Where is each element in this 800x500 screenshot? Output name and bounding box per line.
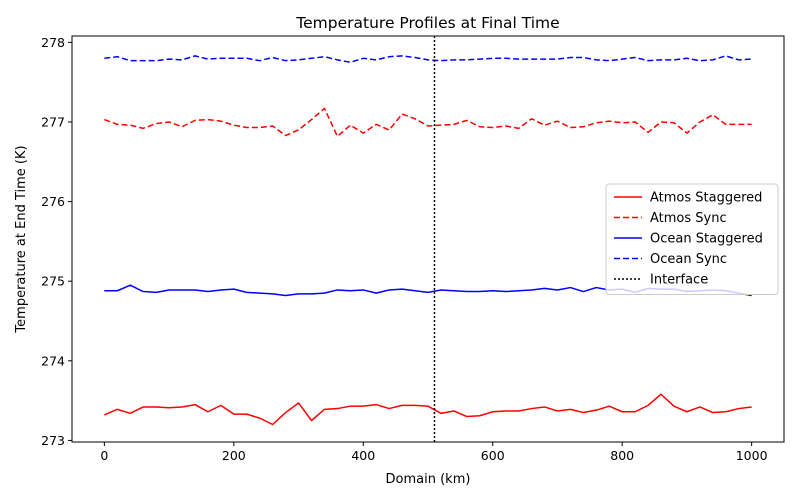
legend: Atmos Staggered Atmos Sync Ocean Staggered…	[605, 183, 779, 295]
y-tick-label: 276	[41, 194, 65, 209]
y-tick-label: 275	[41, 274, 65, 289]
legend-label: Atmos Staggered	[650, 191, 762, 206]
legend-label: Atmos Sync	[650, 211, 727, 226]
legend-label: Ocean Sync	[650, 252, 727, 267]
legend-label: Interface	[650, 273, 708, 288]
plot-area-frame	[71, 35, 785, 443]
y-tick-label: 277	[41, 114, 65, 129]
series-line-ocean-sync	[104, 55, 752, 64]
series-line-atmos-staggered	[104, 393, 752, 426]
x-tick-label: 1000	[736, 448, 768, 463]
legend-box	[605, 183, 779, 295]
x-tick-label: 200	[222, 448, 246, 463]
series-line-atmos-sync	[104, 107, 752, 138]
x-tick-label: 400	[351, 448, 375, 463]
y-axis-label: Temperature at End Time (K)	[14, 145, 29, 333]
x-tick-label: 0	[100, 448, 108, 463]
x-tick-label: 800	[610, 448, 634, 463]
x-tick-label: 600	[481, 448, 505, 463]
x-axis-label: Domain (km)	[386, 472, 471, 487]
legend-label: Ocean Staggered	[650, 232, 763, 247]
y-tick-label: 273	[41, 433, 65, 448]
y-tick-label: 274	[41, 353, 65, 368]
y-tick-label: 278	[41, 35, 65, 50]
chart-title: Temperature Profiles at Final Time	[295, 14, 559, 32]
